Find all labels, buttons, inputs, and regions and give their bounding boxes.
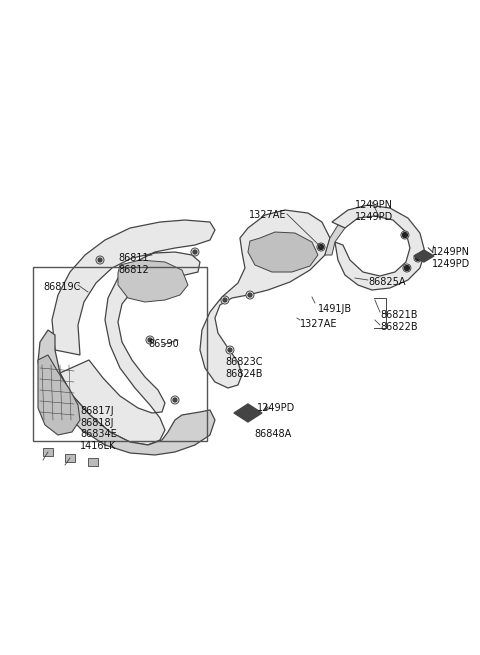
Circle shape xyxy=(402,233,408,238)
Text: 1327AE: 1327AE xyxy=(249,210,287,220)
Circle shape xyxy=(171,396,179,404)
Text: 86590: 86590 xyxy=(148,339,179,349)
Bar xyxy=(33,267,207,441)
Circle shape xyxy=(146,336,154,344)
Polygon shape xyxy=(118,260,188,302)
Polygon shape xyxy=(38,330,215,455)
FancyBboxPatch shape xyxy=(43,448,53,456)
Circle shape xyxy=(226,346,234,354)
Circle shape xyxy=(228,348,232,352)
Text: 1249PD: 1249PD xyxy=(257,403,295,413)
Circle shape xyxy=(221,296,229,304)
Circle shape xyxy=(405,265,409,271)
FancyBboxPatch shape xyxy=(88,458,98,466)
Circle shape xyxy=(193,250,197,254)
Circle shape xyxy=(401,231,409,239)
Text: 86821B
86822B: 86821B 86822B xyxy=(380,310,418,331)
Text: 86819C: 86819C xyxy=(43,282,80,292)
Text: 1491JB: 1491JB xyxy=(318,304,352,314)
Circle shape xyxy=(318,244,324,250)
Polygon shape xyxy=(248,232,318,272)
Circle shape xyxy=(415,255,420,261)
Circle shape xyxy=(98,258,102,262)
Circle shape xyxy=(148,338,152,342)
Circle shape xyxy=(173,398,177,402)
Circle shape xyxy=(96,256,104,264)
Circle shape xyxy=(317,243,325,251)
Text: 86848A: 86848A xyxy=(254,429,291,439)
Text: 86817J
86818J
86834E
1416LK: 86817J 86818J 86834E 1416LK xyxy=(80,406,117,451)
FancyBboxPatch shape xyxy=(65,454,75,462)
Polygon shape xyxy=(234,404,262,422)
Circle shape xyxy=(403,264,411,272)
Text: 86823C
86824B: 86823C 86824B xyxy=(225,357,263,379)
Text: 86811
86812: 86811 86812 xyxy=(118,253,149,274)
Circle shape xyxy=(191,248,199,256)
Polygon shape xyxy=(414,250,434,262)
Circle shape xyxy=(248,293,252,297)
Text: 1249PN
1249PD: 1249PN 1249PD xyxy=(355,200,393,221)
Circle shape xyxy=(223,298,227,302)
Circle shape xyxy=(246,291,254,299)
Text: 86825A: 86825A xyxy=(368,277,406,287)
Polygon shape xyxy=(325,225,345,255)
Polygon shape xyxy=(52,220,215,445)
Polygon shape xyxy=(200,210,330,388)
Text: 1327AE: 1327AE xyxy=(300,319,337,329)
Polygon shape xyxy=(38,355,80,435)
Circle shape xyxy=(414,254,422,262)
Text: 1249PN
1249PD: 1249PN 1249PD xyxy=(432,247,470,269)
Polygon shape xyxy=(332,205,425,290)
